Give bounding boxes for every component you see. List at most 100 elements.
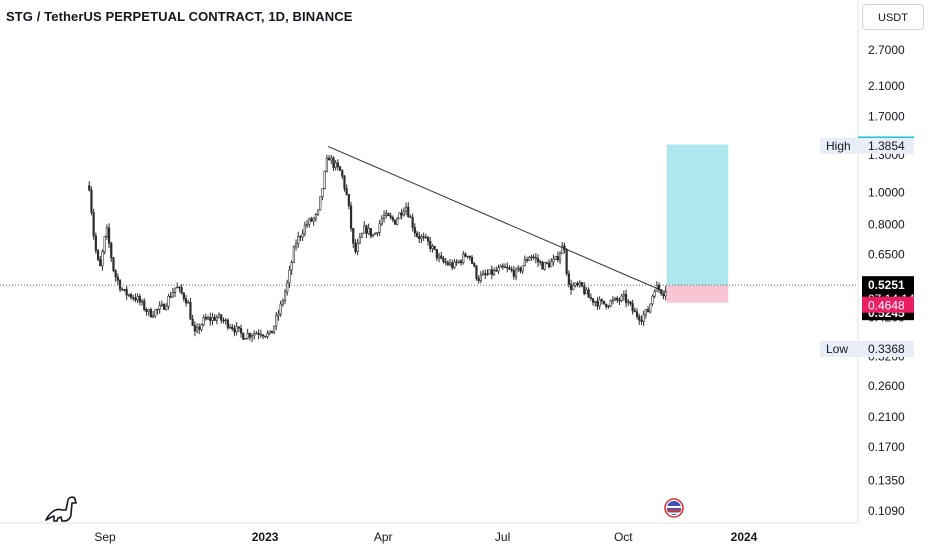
y-tick-label: 1.0000 (868, 186, 905, 200)
candle (187, 299, 190, 304)
candle (92, 208, 95, 240)
candle (237, 326, 240, 333)
candle (468, 255, 471, 261)
candle (486, 269, 489, 276)
candle (433, 245, 436, 251)
candle (503, 263, 507, 268)
candle (662, 292, 665, 300)
candle (338, 166, 342, 171)
candle (90, 186, 93, 216)
candle (301, 229, 304, 242)
candle (587, 287, 590, 298)
candle (231, 323, 234, 331)
candle (242, 332, 245, 340)
candle (473, 262, 476, 268)
candle (369, 228, 372, 239)
candle (387, 212, 390, 217)
candle (580, 281, 584, 288)
candle (233, 324, 236, 337)
candle (235, 322, 238, 336)
candle (631, 299, 634, 315)
long-position-tool[interactable] (0, 144, 858, 303)
profit-zone[interactable] (666, 144, 729, 286)
candle (481, 269, 485, 276)
candle (376, 231, 379, 237)
candle (211, 312, 214, 326)
candle (110, 241, 113, 263)
candle (268, 330, 271, 336)
stop-zone[interactable] (666, 285, 729, 303)
y-tick-label: 0.1090 (868, 504, 905, 518)
candle (121, 287, 124, 291)
candle (349, 201, 353, 232)
candle (409, 214, 412, 218)
candle (607, 304, 610, 309)
price-axis[interactable]: 2.70002.10001.70001.30001.00000.80000.65… (857, 0, 905, 523)
candle (292, 245, 295, 264)
candle (391, 215, 394, 223)
candle (213, 313, 216, 322)
time-axis[interactable]: Sep 2023 Apr Jul Oct 2024 (0, 522, 858, 544)
candle (266, 330, 269, 339)
candle (140, 299, 144, 306)
us-flag-event-icon[interactable] (664, 498, 684, 518)
descending-trendline[interactable] (327, 145, 687, 302)
trendline-layer[interactable] (327, 145, 687, 302)
candle (464, 252, 467, 258)
price-tags: 1.39830.525107:14:140.52450.4648High1.38… (820, 136, 915, 357)
candle (490, 265, 493, 280)
candle (253, 330, 256, 340)
candle (149, 307, 152, 318)
candle (613, 297, 617, 302)
candle (334, 160, 337, 171)
candle (591, 298, 595, 306)
candle (446, 260, 449, 267)
candle (512, 265, 515, 280)
candle (290, 260, 293, 275)
candle (325, 154, 328, 173)
candle (202, 314, 205, 327)
candle (536, 254, 540, 267)
candle (429, 237, 432, 252)
candle (281, 298, 284, 307)
candle (415, 230, 419, 238)
y-tick-label: 0.2600 (868, 379, 905, 393)
candle (523, 255, 526, 267)
dinosaur-logo-icon (45, 496, 77, 522)
candle (398, 212, 401, 220)
candle (308, 217, 311, 228)
candle (567, 270, 570, 288)
candle (323, 170, 326, 190)
candle (275, 311, 278, 331)
candle (514, 267, 518, 281)
candle (598, 296, 601, 310)
candle (270, 330, 273, 334)
candle (594, 300, 597, 307)
candle (116, 273, 119, 285)
candle (484, 269, 487, 280)
candle (451, 259, 454, 271)
candle (257, 329, 260, 340)
stop-price-tag: 0.4648 (862, 296, 914, 313)
low-marker: Low 0.3368 (820, 340, 914, 357)
candle (519, 266, 522, 274)
candle (545, 261, 548, 265)
currency-button[interactable]: USDT (862, 4, 924, 30)
candle (633, 307, 636, 313)
candle (501, 263, 504, 270)
x-tick-label: 2024 (731, 530, 758, 544)
candle (132, 294, 135, 302)
candle (572, 281, 575, 291)
high-marker-label: High (826, 139, 851, 153)
candle (547, 259, 551, 269)
candle (294, 239, 298, 251)
candle (310, 216, 313, 223)
candle (525, 256, 529, 263)
candle (646, 305, 650, 313)
candle (622, 290, 625, 301)
last-price-value: 0.5251 (868, 278, 905, 292)
candle (459, 259, 463, 266)
candle (492, 267, 496, 276)
candlestick-series (88, 154, 667, 343)
